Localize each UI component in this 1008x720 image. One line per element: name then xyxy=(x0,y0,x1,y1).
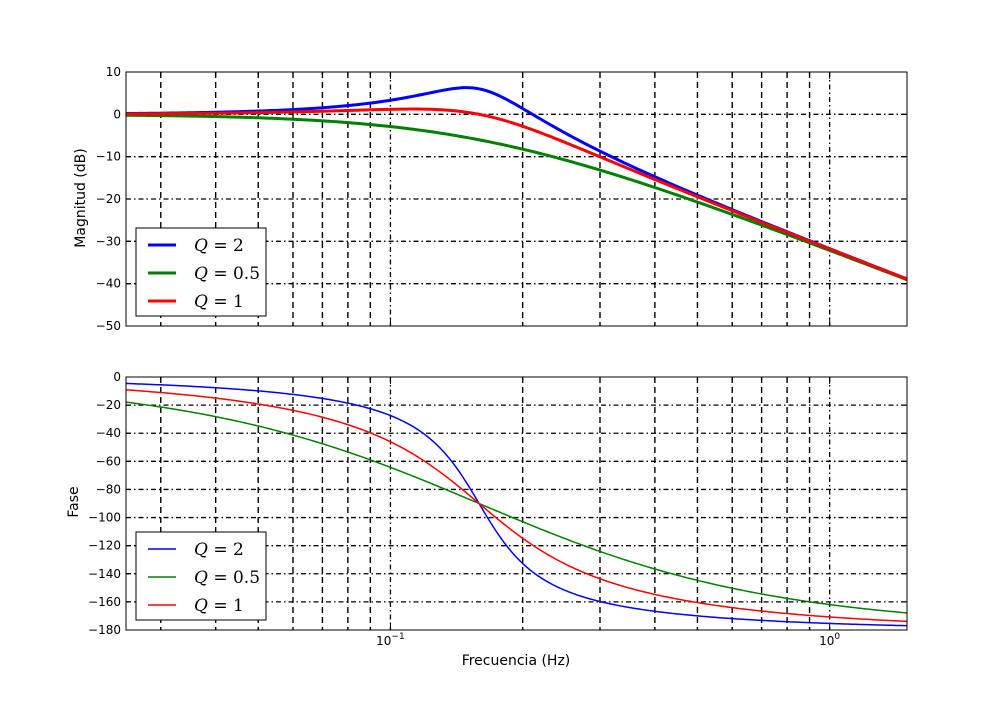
magnitude-ylabel: Magnitud (dB) xyxy=(73,148,89,247)
phase-ytick-label: −120 xyxy=(88,539,121,553)
phase-ytick-label: −60 xyxy=(96,454,121,468)
magnitude-legend: Q = 2 Q = 0.5 Q = 1 xyxy=(135,227,267,317)
magnitude-legend-label: Q = 0.5 xyxy=(194,264,260,284)
phase-legend-label: Q = 0.5 xyxy=(194,568,260,588)
phase-axes-frame xyxy=(125,376,908,631)
xlabel: Frecuencia (Hz) xyxy=(462,653,571,669)
magnitude-horizontal-grid xyxy=(126,113,907,285)
magnitude-ytick-label: 10 xyxy=(106,65,121,79)
magnitude-ytick-label: −30 xyxy=(96,234,121,248)
phase-ytick-label: −100 xyxy=(88,511,121,525)
magnitude-ytick-label: −50 xyxy=(96,319,121,333)
phase-ytick-label: −180 xyxy=(88,623,121,637)
phase-ytick-label: −140 xyxy=(88,567,121,581)
phase-legend-label: Q = 2 xyxy=(194,540,244,560)
magnitude-ytick-label: −10 xyxy=(96,150,121,164)
phase-ytick-label: −160 xyxy=(88,595,121,609)
magnitude-ytick-label: −40 xyxy=(96,277,121,291)
phase-line-1 xyxy=(126,389,907,623)
phase-yticks: 0 −20 −40 −60 −80 −100 −120 −140 −160 −180 xyxy=(88,370,907,637)
magnitude-yticks: 10 0 −10 −20 −30 −40 −50 xyxy=(96,65,907,333)
phase-xtick-label: 100 xyxy=(819,632,840,648)
magnitude-ytick-label: −20 xyxy=(96,192,121,206)
magnitude-axes-frame xyxy=(125,71,908,327)
phase-ytick-label: 0 xyxy=(113,370,121,384)
phase-line-2 xyxy=(126,382,907,627)
phase-line-0_5 xyxy=(126,401,907,614)
phase-horizontal-grid xyxy=(126,404,907,603)
phase-ytick-label: −40 xyxy=(96,426,121,440)
magnitude-legend-label: Q = 1 xyxy=(194,292,244,312)
phase-ytick-label: −80 xyxy=(96,482,121,496)
magnitude-plot: 10 0 −10 −20 −30 −40 −50 Q = 2 Q = 0.5 Q = 1 xyxy=(96,65,908,333)
magnitude-legend-label: Q = 2 xyxy=(194,236,244,256)
phase-plot: 0 −20 −40 −60 −80 −100 −120 −140 −160 −180 10−1 100… xyxy=(88,370,908,648)
magnitude-series xyxy=(126,86,907,282)
phase-series xyxy=(126,382,907,627)
phase-ylabel: Fase xyxy=(66,486,82,517)
phase-ytick-label: −20 xyxy=(96,398,121,412)
phase-legend-box xyxy=(135,531,267,621)
magnitude-line-0_5 xyxy=(126,113,907,282)
phase-xtick-label: 10−1 xyxy=(376,632,405,648)
magnitude-line-1 xyxy=(126,107,907,281)
phase-legend: Q = 2 Q = 0.5 Q = 1 xyxy=(135,531,267,621)
magnitude-ytick-label: 0 xyxy=(113,107,121,121)
phase-legend-label: Q = 1 xyxy=(194,596,244,616)
